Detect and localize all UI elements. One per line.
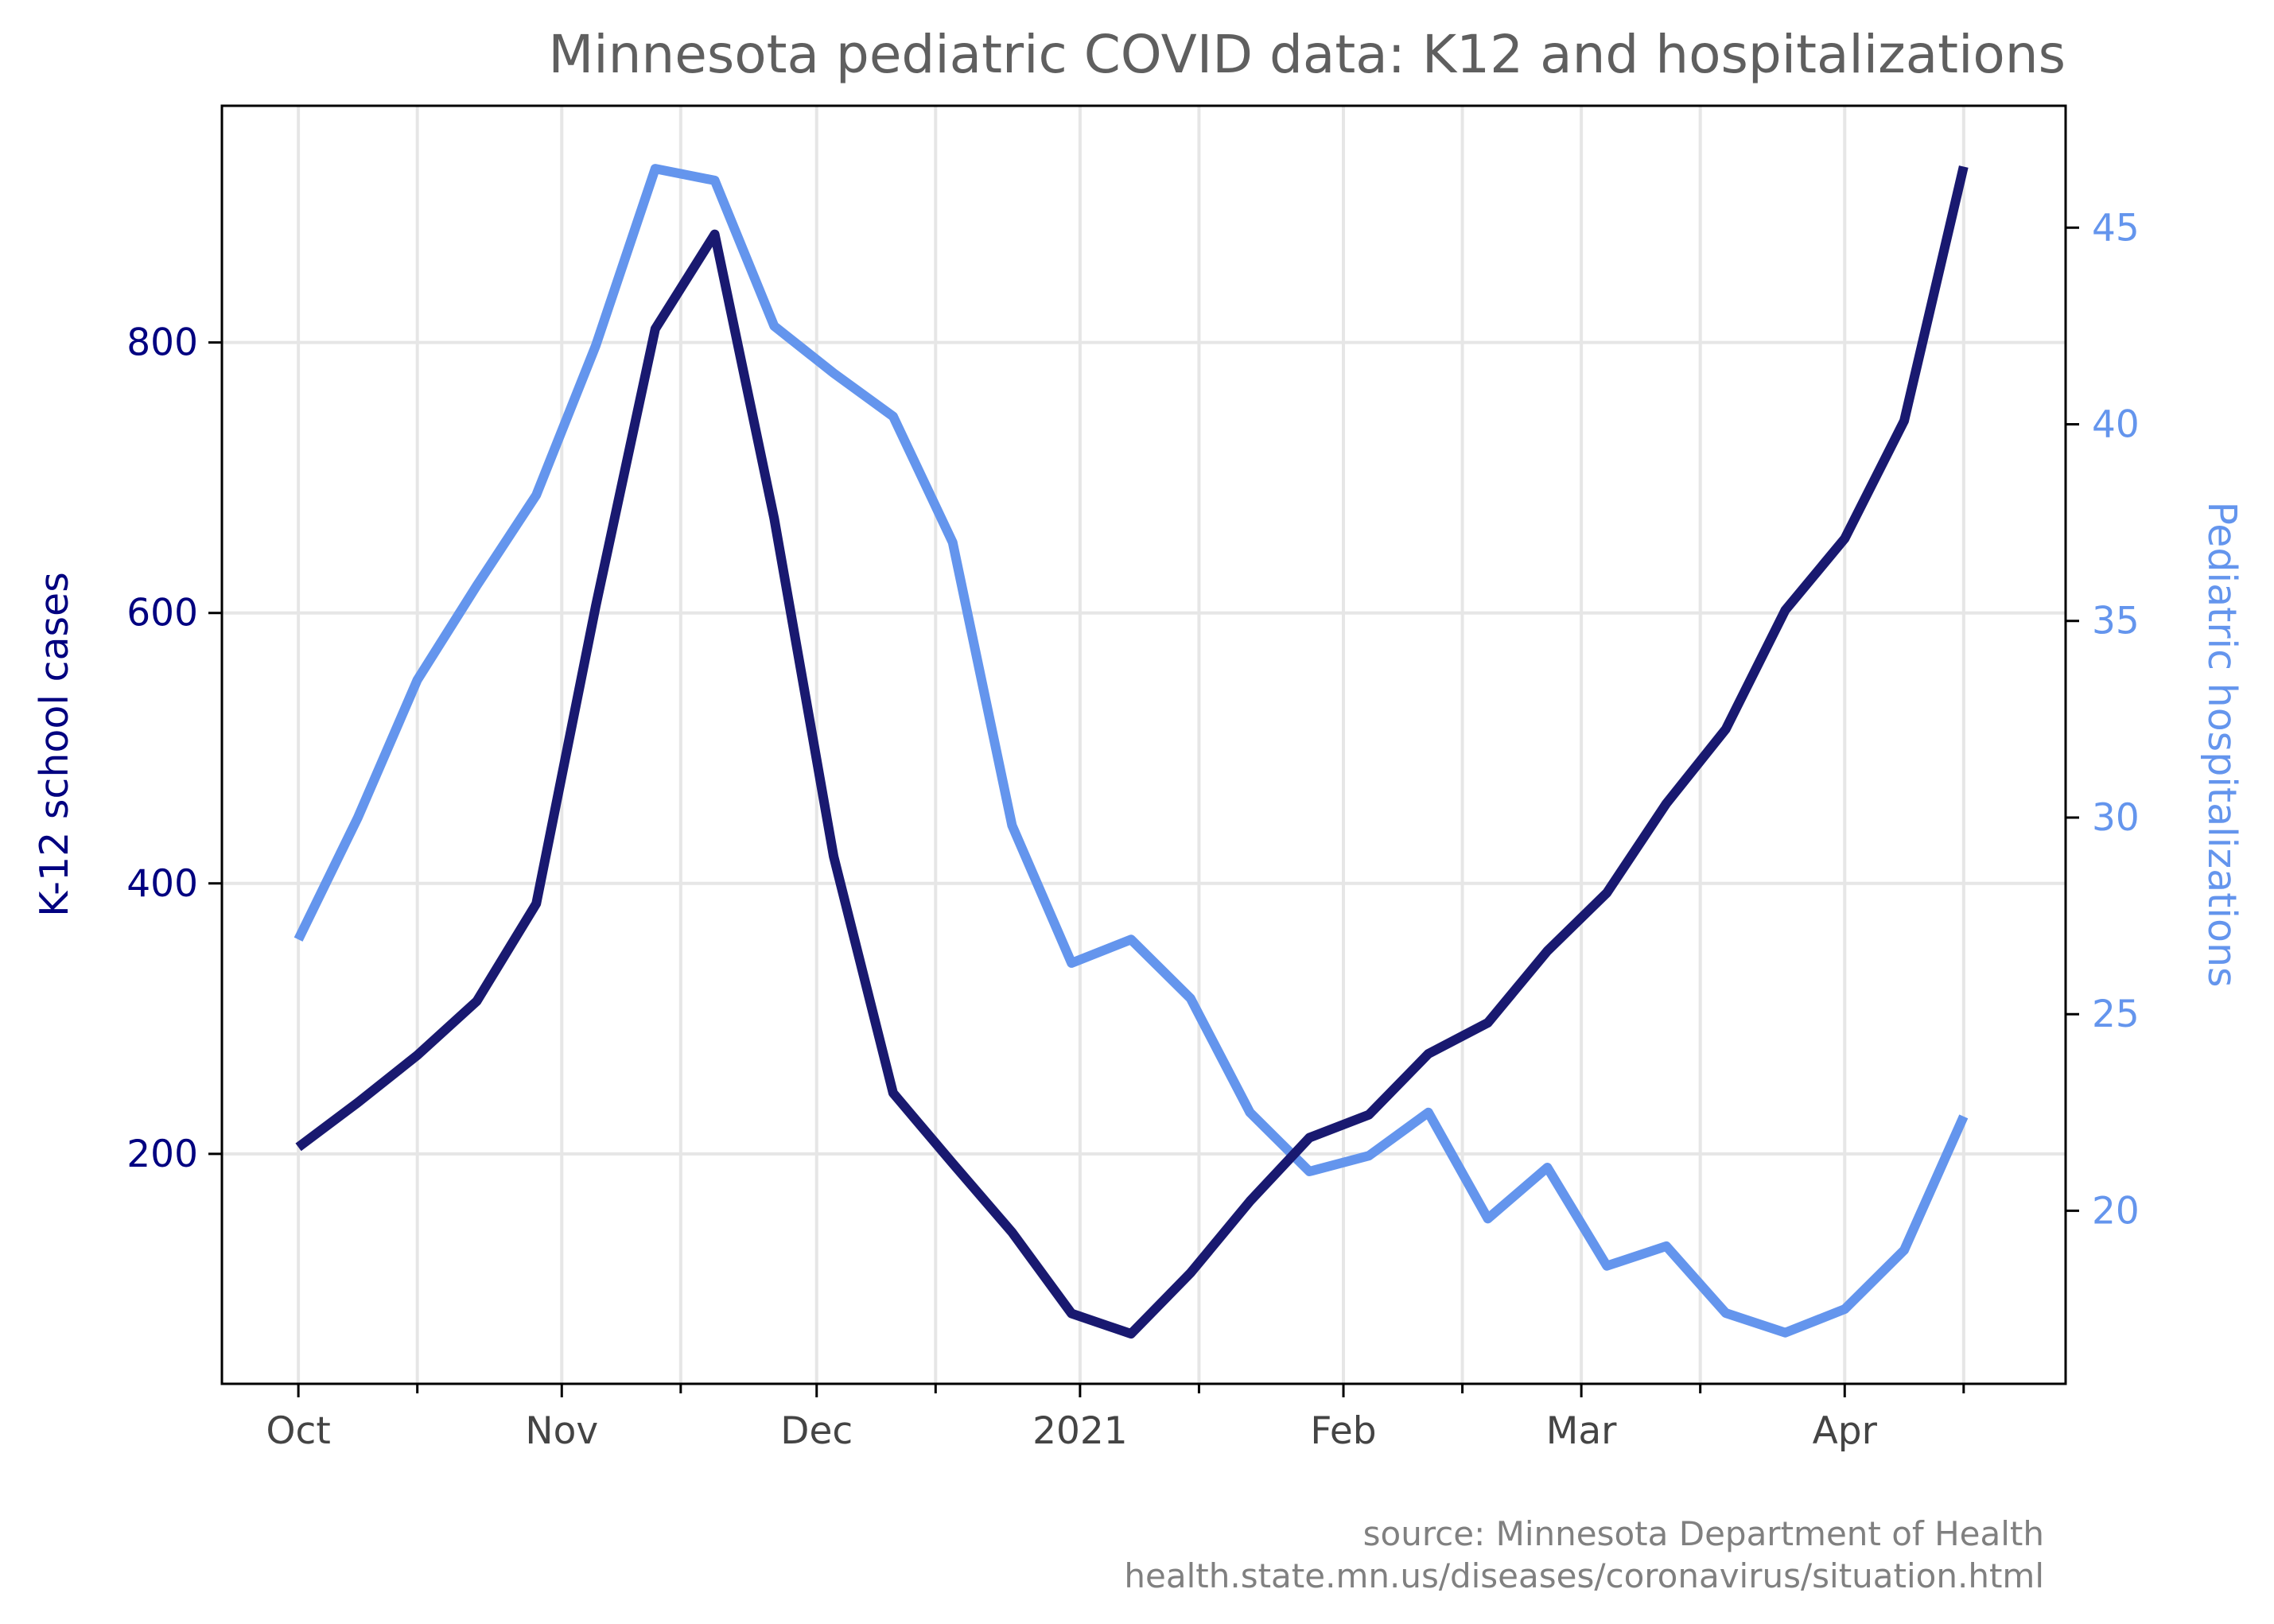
source-line-1: source: Minnesota Department of Health — [1363, 1514, 2044, 1553]
y-right-tick-label: 25 — [2092, 993, 2140, 1036]
x-tick-label: Oct — [266, 1409, 331, 1453]
chart-title: Minnesota pediatric COVID data: K12 and … — [548, 24, 2066, 85]
y-right-tick-label: 30 — [2092, 796, 2140, 840]
axes: Oct Nov Dec 2021 Feb Mar Apr 200 400 600 800 20 25 30… — [126, 206, 2140, 1453]
y-axis-left-label: K-12 school cases — [32, 572, 77, 916]
x-tick-label: Apr — [1813, 1409, 1878, 1453]
source-line-2: health.state.mn.us/diseases/coronavirus/… — [1124, 1556, 2044, 1595]
series-line-k12-cases — [295, 165, 1969, 1339]
y-axis-right-label: Pediatric hospitalizations — [2199, 501, 2245, 987]
y-right-tick-label: 40 — [2092, 403, 2140, 447]
series-line-pediatric-hospitalizations — [293, 164, 1969, 1338]
x-tick-label: Feb — [1310, 1409, 1376, 1453]
x-tick-label: Mar — [1546, 1409, 1617, 1453]
x-tick-label: Dec — [780, 1409, 853, 1453]
y-left-tick-label: 600 — [126, 592, 198, 635]
y-right-tick-label: 45 — [2092, 206, 2140, 250]
y-right-tick-label: 20 — [2092, 1189, 2140, 1233]
plot-frame — [220, 104, 2067, 1385]
y-left-tick-label: 800 — [126, 321, 198, 365]
y-right-tick-label: 35 — [2092, 600, 2140, 643]
y-left-tick-label: 200 — [126, 1133, 198, 1176]
x-tick-label: Nov — [525, 1409, 598, 1453]
x-tick-label: 2021 — [1032, 1409, 1128, 1453]
grid — [222, 106, 2066, 1384]
series-layer — [293, 164, 1969, 1339]
y-left-tick-label: 400 — [126, 862, 198, 906]
